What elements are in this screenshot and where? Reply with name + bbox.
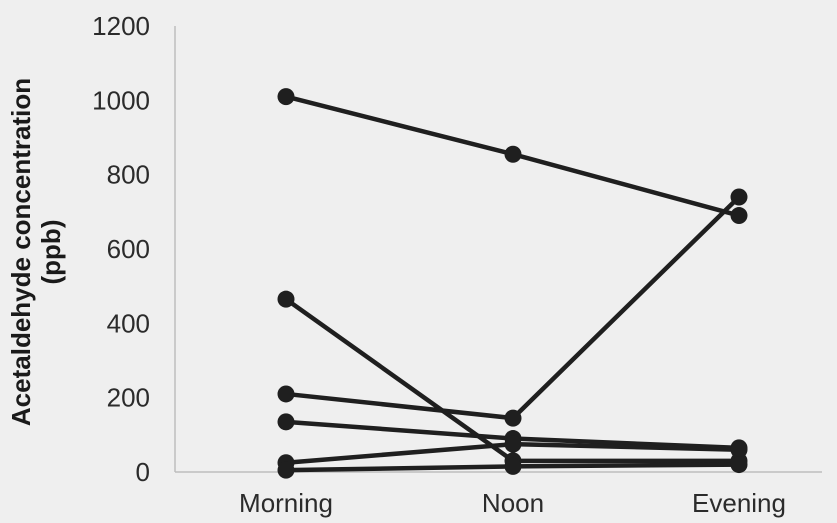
x-axis-tick-labels: Morning Noon Evening [239,488,786,518]
series-group [277,188,748,427]
data-point [504,409,522,427]
data-point [504,145,522,163]
data-point [277,290,295,308]
data-point [277,461,295,479]
x-tick-label: Noon [482,488,544,518]
y-tick-label: 200 [107,383,150,413]
x-tick-label: Morning [239,488,333,518]
data-series [277,88,748,479]
data-point [504,435,522,453]
axes [174,26,822,473]
series-group [277,456,748,479]
y-tick-label: 600 [107,234,150,264]
y-axis-title-line-2: (ppb) [36,220,66,285]
y-tick-label: 1000 [92,85,150,115]
data-point [730,207,748,225]
series-line [283,194,742,421]
y-axis-title-line-1: Acetaldehyde concentration [6,78,36,426]
y-tick-label: 0 [136,457,150,487]
data-point [730,441,748,459]
data-point [730,188,748,206]
data-point [277,385,295,403]
series-group [277,88,748,225]
data-point [277,413,295,431]
y-axis-title: Acetaldehyde concentration (ppb) [6,78,66,426]
y-tick-label: 1200 [92,11,150,41]
y-tick-label: 400 [107,308,150,338]
data-point [277,88,295,106]
y-axis-tick-labels: 0 200 400 600 800 1000 1200 [92,11,150,487]
data-point [730,456,748,474]
x-tick-label: Evening [692,488,786,518]
y-tick-label: 800 [107,160,150,190]
data-point [504,457,522,475]
